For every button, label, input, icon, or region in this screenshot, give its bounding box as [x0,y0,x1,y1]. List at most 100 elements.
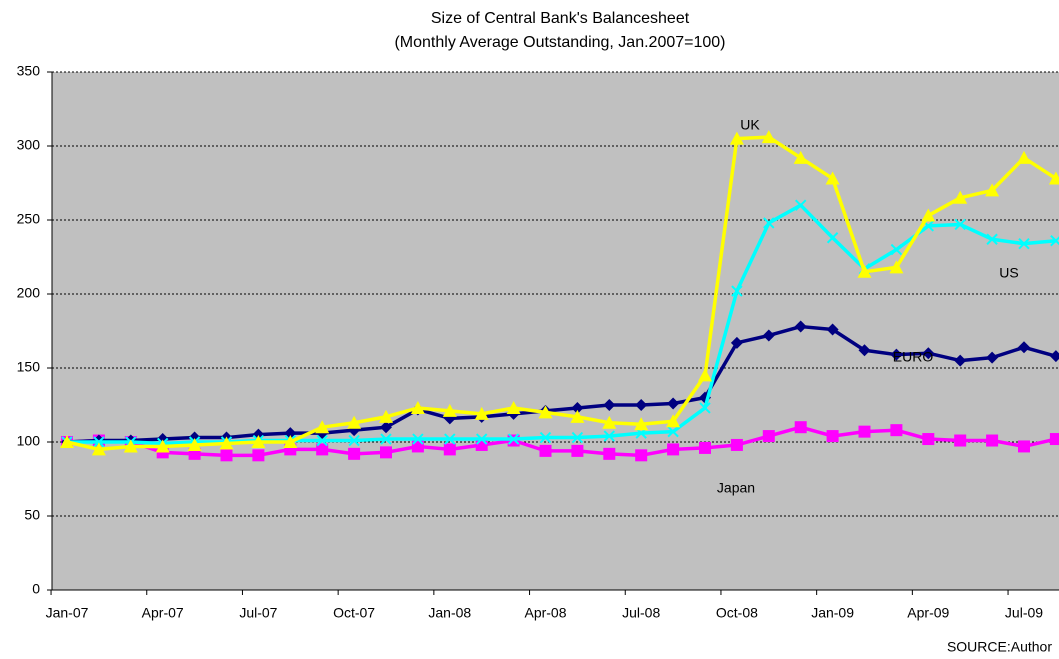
marker [220,449,233,462]
marker [762,329,775,342]
marker [793,150,808,164]
marker [539,444,552,457]
marker [571,401,584,414]
series [60,130,1059,456]
x-tick-label: Jul-09 [1005,605,1043,621]
marker [1018,237,1030,250]
marker [603,430,616,442]
x-tick-label: Jul-08 [622,605,660,621]
marker [1017,150,1031,164]
x-tick-label: Apr-07 [142,605,184,621]
marker [826,232,839,244]
marker [410,400,425,414]
marker [316,443,329,456]
marker [539,431,552,444]
x-tick-label: Jan-08 [428,605,471,621]
y-tick-label: 50 [24,507,40,523]
series-label: Japan [717,480,755,496]
series-label: UK [740,117,760,133]
y-tick-label: 0 [32,581,40,597]
marker [443,443,456,456]
marker [315,420,330,434]
marker [412,433,424,445]
marker [507,433,520,445]
marker [890,424,903,437]
chart-title: Size of Central Bank's Balancesheet [431,10,690,27]
x-tick-label: Jan-07 [46,605,89,621]
marker [603,447,616,460]
marker [283,435,298,448]
marker [985,183,1000,197]
marker [155,439,170,453]
marker [857,264,872,278]
marker [953,190,968,204]
marker [348,447,361,460]
marker [826,430,839,443]
marker [922,433,935,446]
marker [538,405,553,419]
marker [986,233,998,245]
marker [731,285,743,297]
x-tick-label: Apr-09 [907,605,949,621]
marker [474,406,489,420]
marker [698,368,712,382]
marker [890,243,903,256]
marker [729,131,744,145]
marker [730,438,743,451]
x-tick-label: Jan-09 [811,605,854,621]
marker [123,439,138,453]
marker [380,421,392,434]
marker [380,433,392,445]
marker [187,437,202,451]
marker [667,443,680,456]
marker [219,436,234,450]
marker [442,403,457,417]
series-line [66,135,1057,452]
marker [794,199,807,211]
marker [763,217,775,229]
marker [922,347,935,360]
marker [347,415,362,429]
marker [730,336,743,349]
marker [794,320,807,333]
marker [348,434,360,447]
marker [954,218,966,231]
y-tick-label: 100 [17,433,41,449]
marker [603,399,616,411]
plot-area [52,72,1059,590]
y-tick-label: 200 [17,285,41,301]
series-label: US [999,265,1018,281]
marker [1018,440,1030,453]
marker [380,446,392,459]
marker [762,430,775,443]
marker [635,449,648,462]
marker [506,400,521,414]
marker [699,402,711,414]
marker [570,409,585,423]
marker [1050,235,1059,247]
x-tick-label: Jul-07 [239,605,277,621]
marker [634,417,649,431]
marker [93,436,105,448]
marker [1048,171,1059,185]
marker [890,348,903,361]
marker [667,425,679,438]
marker [571,431,584,444]
marker [954,354,967,367]
marker [635,399,648,411]
marker [1049,350,1059,363]
marker [316,434,328,447]
x-tick-label: Oct-07 [333,605,375,621]
marker [761,130,776,144]
x-tick-label: Oct-08 [716,605,758,621]
marker [91,442,106,456]
series-label: EURO [893,349,934,365]
marker [794,421,807,434]
marker [986,434,999,447]
marker [602,415,617,429]
marker [825,171,840,185]
marker [666,414,681,428]
marker [986,351,999,364]
marker [251,435,266,448]
